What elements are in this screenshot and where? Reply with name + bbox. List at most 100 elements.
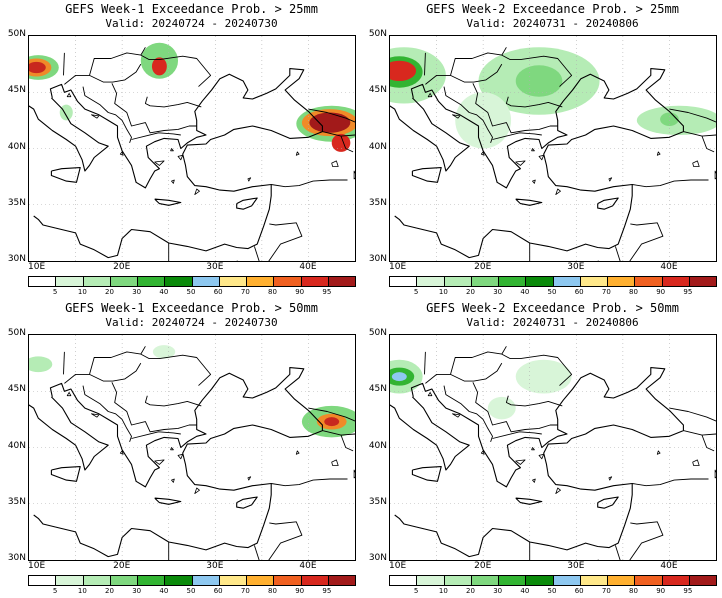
colorbar-swatch — [499, 277, 527, 286]
island-outline — [714, 469, 716, 479]
latitude-label: 30N — [368, 553, 387, 563]
longitude-label: 20E — [113, 561, 131, 571]
island-outline — [119, 450, 124, 455]
colorbar-swatch — [29, 576, 57, 585]
island-outline — [515, 160, 526, 166]
colorbar-swatch — [553, 277, 581, 286]
country-border — [131, 431, 181, 439]
map-canvas — [29, 36, 355, 261]
colorbar-swatch — [274, 576, 302, 585]
panel-title: GEFS Week-1 Exceedance Prob. > 50mm — [65, 301, 318, 315]
colorbar-swatch — [553, 576, 581, 585]
colorbar-swatch — [580, 576, 608, 585]
colorbar-label: 60 — [213, 587, 223, 595]
colorbar-label: 60 — [574, 587, 584, 595]
latitude-label: 40N — [368, 440, 387, 451]
island-outline — [66, 93, 72, 98]
latitude-label: 40N — [7, 440, 26, 451]
island-outline — [608, 177, 613, 182]
coastline — [33, 367, 323, 558]
island-outline — [656, 450, 661, 455]
probability-shading — [515, 65, 563, 97]
map-panel: GEFS Week-1 Exceedance Prob. > 25mm Valid… — [0, 0, 361, 299]
coastline — [154, 198, 182, 206]
colorbar-swatch — [608, 576, 636, 585]
colorbar — [28, 575, 356, 586]
country-border — [669, 407, 716, 422]
colorbar-label: 40 — [520, 587, 530, 595]
island-outline — [171, 179, 175, 184]
colorbar-swatch — [417, 277, 445, 286]
coastline — [390, 97, 470, 172]
country-border — [271, 478, 348, 487]
colorbar-swatch — [219, 277, 247, 286]
country-border — [501, 47, 507, 56]
colorbar-label: 80 — [629, 288, 638, 296]
coastline — [597, 197, 619, 210]
island-outline — [608, 476, 613, 481]
panel-valid-dates: Valid: 20240731 - 20240806 — [466, 316, 639, 329]
country-border — [683, 430, 716, 436]
colorbar-swatch — [328, 277, 355, 286]
colorbar-label: 80 — [629, 587, 638, 595]
longitude-label: 10E — [389, 262, 407, 272]
probability-shading — [515, 359, 572, 394]
island-outline — [177, 453, 184, 460]
colorbar-swatch — [56, 576, 84, 585]
probability-shading — [29, 356, 53, 373]
island-outline — [538, 453, 545, 460]
country-border — [450, 362, 503, 382]
island-outline — [154, 459, 165, 465]
colorbar-label: 10 — [77, 587, 87, 595]
latitude-label: 50N — [368, 328, 387, 338]
country-border — [629, 521, 664, 560]
coastline — [394, 367, 684, 558]
country-border — [501, 346, 507, 355]
latitude-label: 30N — [7, 254, 26, 264]
colorbar-swatch — [165, 277, 193, 286]
island-outline — [353, 469, 355, 479]
colorbar-swatch — [301, 277, 329, 286]
colorbar-swatch — [444, 277, 472, 286]
island-outline — [532, 478, 536, 483]
colorbar-swatch — [417, 576, 445, 585]
coastline — [411, 466, 442, 482]
colorbar-label: 20 — [466, 288, 475, 296]
island-outline — [247, 177, 252, 182]
colorbar-label: 20 — [105, 587, 114, 595]
island-outline — [531, 447, 535, 451]
island-outline — [331, 160, 339, 167]
latitude-label: 45N — [7, 384, 26, 395]
island-outline — [452, 413, 461, 418]
island-outline — [119, 151, 124, 156]
longitude-label: 30E — [206, 561, 224, 571]
colorbar-label: 90 — [656, 288, 666, 296]
island-outline — [295, 450, 300, 455]
probability-shading — [309, 112, 351, 133]
probability-shading — [390, 60, 417, 81]
country-border — [322, 430, 355, 436]
country-border — [253, 246, 260, 261]
colorbar-label: 90 — [295, 288, 305, 296]
longitude-label: 30E — [567, 561, 585, 571]
country-border — [701, 434, 715, 452]
panel-title: GEFS Week-2 Exceedance Prob. > 25mm — [426, 2, 679, 16]
latitude-label: 30N — [7, 553, 26, 563]
longitude-label: 10E — [28, 561, 46, 571]
country-border — [63, 52, 65, 76]
country-border — [492, 132, 542, 140]
colorbar-label: 10 — [438, 587, 448, 595]
country-border — [425, 351, 573, 386]
latitude-label: 35N — [7, 197, 26, 208]
probability-shading — [487, 396, 516, 420]
country-border — [64, 351, 212, 386]
island-outline — [656, 151, 661, 156]
country-border — [253, 545, 260, 560]
island-outline — [692, 459, 700, 466]
coastline — [50, 167, 81, 183]
colorbar-swatch — [526, 576, 554, 585]
country-border — [89, 362, 142, 382]
colorbar-label: 70 — [240, 587, 250, 595]
country-border — [89, 63, 142, 83]
colorbar-label: 95 — [322, 587, 332, 595]
